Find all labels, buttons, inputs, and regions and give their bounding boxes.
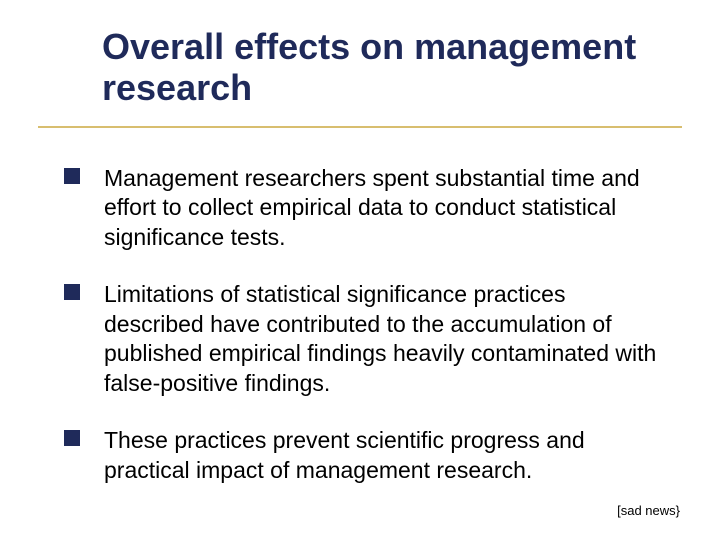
square-bullet-icon [64, 284, 80, 300]
square-bullet-icon [64, 168, 80, 184]
square-bullet-icon [64, 430, 80, 446]
slide: Overall effects on management research M… [0, 0, 720, 540]
title-underline [38, 126, 682, 128]
footnote: [sad news} [617, 503, 680, 518]
list-item: Management researchers spent substantial… [64, 164, 664, 252]
list-item: Limitations of statistical significance … [64, 280, 664, 398]
bullet-text: Limitations of statistical significance … [104, 280, 664, 398]
bullet-list: Management researchers spent substantial… [64, 164, 664, 513]
bullet-text: These practices prevent scientific progr… [104, 426, 664, 485]
list-item: These practices prevent scientific progr… [64, 426, 664, 485]
title-block: Overall effects on management research [102, 26, 662, 109]
bullet-text: Management researchers spent substantial… [104, 164, 664, 252]
slide-title: Overall effects on management research [102, 26, 662, 109]
